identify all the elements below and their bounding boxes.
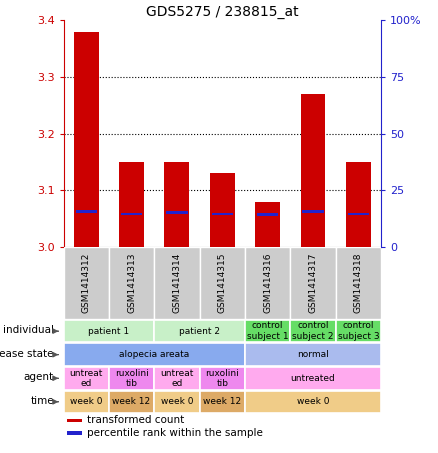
Bar	[300, 94, 325, 247]
Bar	[109, 367, 154, 390]
Bar	[245, 367, 381, 390]
Text: week 12: week 12	[113, 397, 151, 406]
Text: GSM1414317: GSM1414317	[308, 253, 318, 313]
Bar	[212, 212, 233, 216]
Bar	[64, 320, 154, 342]
Text: control
subject 2: control subject 2	[292, 322, 334, 341]
Text: week 0: week 0	[70, 397, 102, 406]
Text: alopecia areata: alopecia areata	[119, 350, 189, 359]
Bar	[64, 390, 109, 413]
Text: GSM1414312: GSM1414312	[82, 253, 91, 313]
Bar	[200, 247, 245, 319]
Bar	[245, 247, 290, 319]
Text: normal: normal	[297, 350, 329, 359]
Bar	[67, 431, 82, 434]
Bar	[109, 247, 154, 319]
Bar	[74, 32, 99, 247]
Text: GSM1414318: GSM1414318	[354, 253, 363, 313]
Bar	[121, 212, 142, 216]
Text: week 12: week 12	[203, 397, 241, 406]
Text: untreated: untreated	[291, 374, 336, 383]
Text: GSM1414316: GSM1414316	[263, 253, 272, 313]
Bar	[67, 419, 82, 422]
Bar	[336, 320, 381, 342]
Bar	[154, 320, 245, 342]
Text: control
subject 1: control subject 1	[247, 322, 289, 341]
Text: GSM1414313: GSM1414313	[127, 253, 136, 313]
Bar	[64, 343, 245, 366]
Bar	[109, 390, 154, 413]
Text: untreat
ed: untreat ed	[70, 369, 103, 388]
Bar	[210, 173, 235, 247]
Bar	[64, 367, 109, 390]
Bar	[348, 212, 369, 216]
Bar	[76, 210, 97, 213]
Text: patient 2: patient 2	[179, 327, 220, 336]
Bar	[64, 247, 109, 319]
Text: agent: agent	[24, 372, 54, 382]
Text: untreat
ed: untreat ed	[160, 369, 194, 388]
Bar	[245, 343, 381, 366]
Bar	[245, 390, 381, 413]
Bar	[154, 247, 200, 319]
Text: disease state: disease state	[0, 348, 54, 358]
Text: GSM1414315: GSM1414315	[218, 253, 227, 313]
Text: control
subject 3: control subject 3	[338, 322, 379, 341]
Text: GSM1414314: GSM1414314	[173, 253, 181, 313]
Bar	[245, 320, 290, 342]
Title: GDS5275 / 238815_at: GDS5275 / 238815_at	[146, 5, 299, 19]
Bar	[200, 367, 245, 390]
Text: week 0: week 0	[161, 397, 193, 406]
Text: individual: individual	[3, 325, 54, 335]
Text: week 0: week 0	[297, 397, 329, 406]
Bar	[255, 202, 280, 247]
Bar	[164, 162, 189, 247]
Bar	[119, 162, 144, 247]
Bar	[290, 247, 336, 319]
Bar	[336, 247, 381, 319]
Bar	[290, 320, 336, 342]
Text: patient 1: patient 1	[88, 327, 130, 336]
Bar	[302, 210, 324, 213]
Bar	[154, 390, 200, 413]
Bar	[154, 367, 200, 390]
Text: percentile rank within the sample: percentile rank within the sample	[87, 428, 262, 438]
Text: ruxolini
tib: ruxolini tib	[205, 369, 239, 388]
Bar	[346, 162, 371, 247]
Text: time: time	[30, 395, 54, 405]
Bar	[166, 212, 187, 214]
Bar	[257, 213, 278, 216]
Text: transformed count: transformed count	[87, 415, 184, 425]
Text: ruxolini
tib: ruxolini tib	[115, 369, 148, 388]
Bar	[200, 390, 245, 413]
